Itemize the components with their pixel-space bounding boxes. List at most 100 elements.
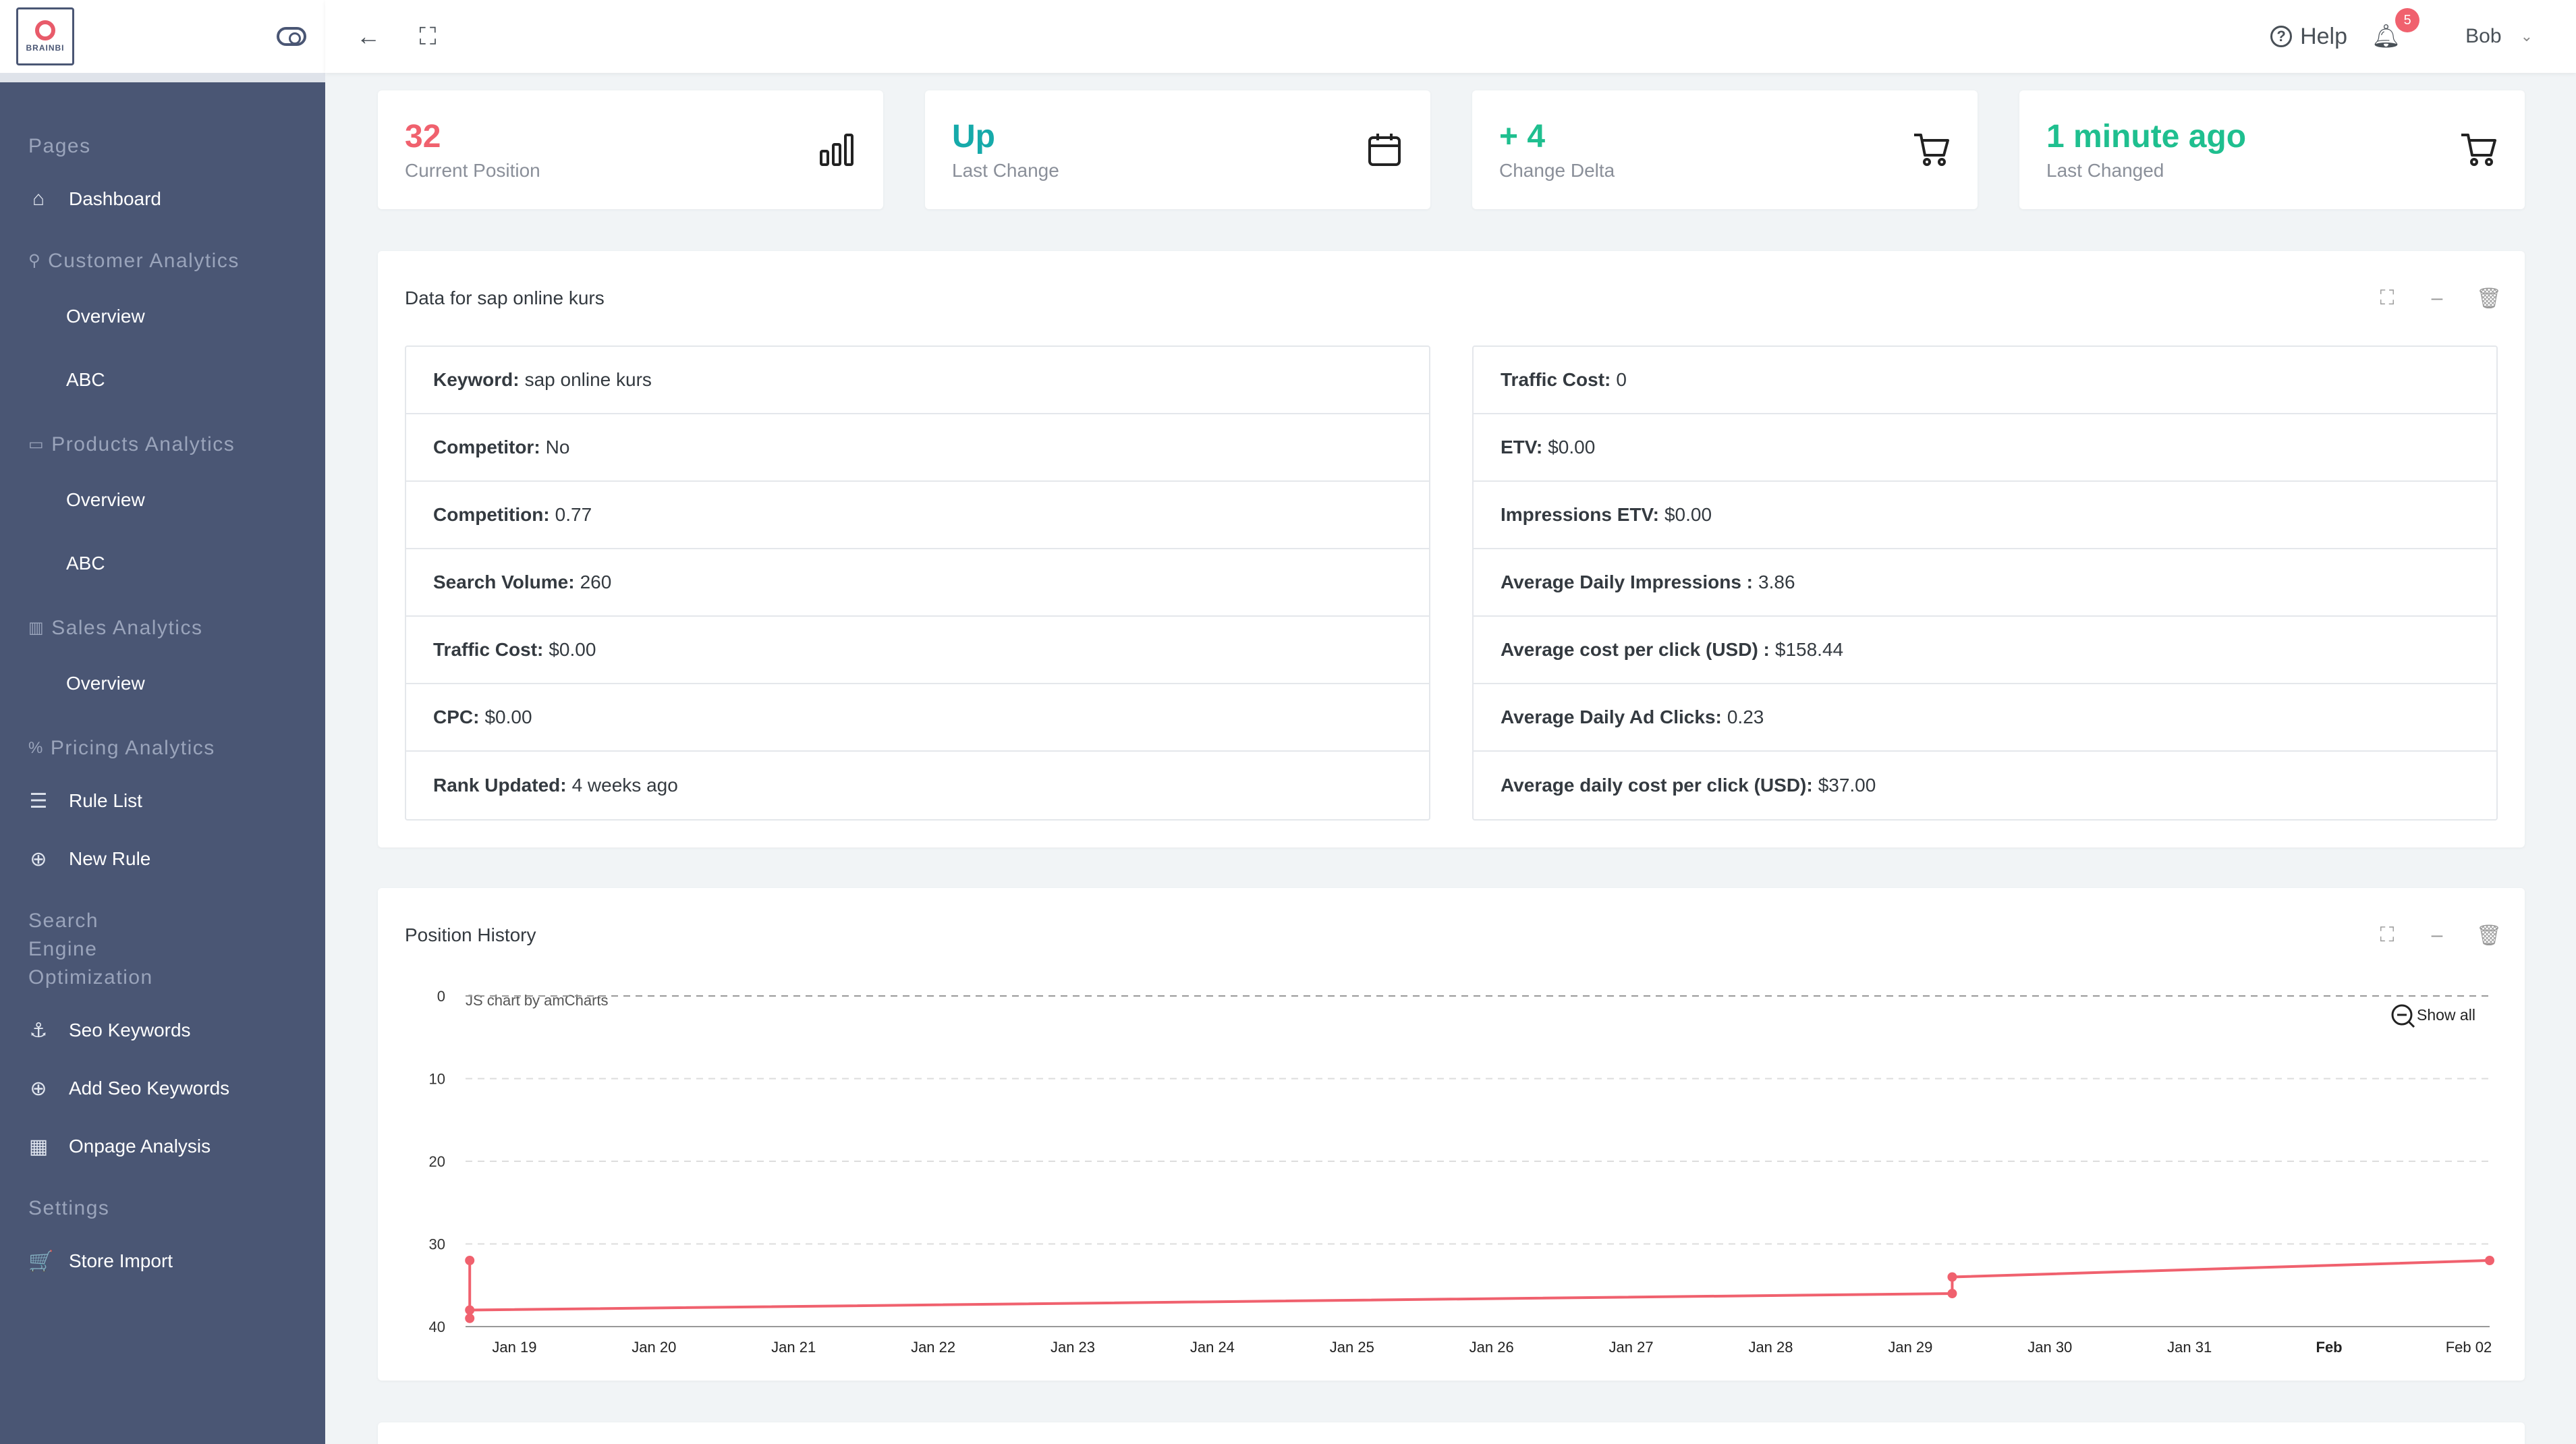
cart-icon bbox=[1914, 134, 1949, 166]
panel-tools: ⛶ – 🗑︎ bbox=[2376, 286, 2502, 310]
sidebar-toggle-icon[interactable] bbox=[277, 27, 306, 46]
list-icon: ☰ bbox=[29, 789, 48, 812]
notifications-button[interactable]: 🔔︎ 5 bbox=[2372, 8, 2420, 50]
chart-grid bbox=[466, 995, 2490, 1327]
expand-icon[interactable]: ⛶ bbox=[2380, 286, 2395, 309]
nav-heading-label: Products Analytics bbox=[51, 433, 235, 455]
series-line bbox=[468, 1259, 2490, 1318]
stat-text: 1 minute ago Last Changed bbox=[2046, 118, 2246, 182]
sidebar-item-dashboard[interactable]: ⌂ Dashboard bbox=[0, 170, 325, 228]
brand-logo[interactable]: BRAINBI bbox=[16, 7, 74, 65]
y-tick-label: 20 bbox=[429, 1153, 445, 1170]
sidebar-item-rule-list[interactable]: ☰ Rule List bbox=[0, 772, 325, 830]
row-value: 0.23 bbox=[1727, 706, 1764, 727]
x-tick-label: Jan 23 bbox=[1051, 1339, 1095, 1356]
plus-circle-icon: ⊕ bbox=[30, 848, 47, 870]
zoom-out-icon-handle bbox=[2407, 1020, 2415, 1028]
data-point bbox=[465, 1305, 475, 1315]
user-menu[interactable]: Bob ⌄ bbox=[2465, 25, 2533, 48]
chevron-down-icon: ⌄ bbox=[2520, 28, 2533, 45]
panel-title: Data for sap online kurs bbox=[405, 287, 605, 308]
sidebar-subitem-abc[interactable]: ABC bbox=[66, 553, 105, 574]
help-icon: ? bbox=[2270, 26, 2293, 47]
chart-credit[interactable]: JS chart by amCharts bbox=[466, 992, 609, 1009]
y-tick-label: 40 bbox=[429, 1318, 445, 1335]
stat-label: Change Delta bbox=[1499, 160, 1615, 181]
x-tick-label: Jan 24 bbox=[1190, 1339, 1235, 1356]
stat-card: + 4 Change Delta bbox=[1472, 90, 1978, 209]
x-tick-label: Feb 02 bbox=[2446, 1339, 2492, 1356]
nav-heading-label: Settings bbox=[28, 1197, 110, 1219]
stat-value: 32 bbox=[405, 119, 441, 155]
stat-text: Up Last Change bbox=[952, 118, 1059, 182]
x-tick-label: Jan 19 bbox=[492, 1339, 536, 1356]
panel-header: Position History ⛶ – 🗑︎ bbox=[378, 888, 2525, 982]
row-value: $0.00 bbox=[484, 706, 532, 727]
table-row: Traffic Cost: 0 bbox=[1474, 347, 2496, 414]
sidebar-item-label: Rule List bbox=[69, 790, 142, 811]
cart-icon: 🛒 bbox=[28, 1250, 54, 1273]
data-point bbox=[1947, 1289, 1957, 1298]
row-value: sap online kurs bbox=[524, 369, 652, 390]
position-history-chart[interactable]: JS chart by amCharts Show all 010203040 … bbox=[378, 982, 2525, 1360]
table-row: Competition: 0.77 bbox=[406, 482, 1429, 549]
table-row: Search Volume: 260 bbox=[406, 549, 1429, 617]
nav-heading-label: Pages bbox=[28, 135, 91, 157]
sidebar-item-add-seo-keywords[interactable]: ⊕ Add Seo Keywords bbox=[0, 1059, 325, 1117]
stat-text: 32 Current Position bbox=[405, 118, 540, 182]
x-tick-label: Jan 28 bbox=[1748, 1339, 1793, 1356]
user-name: Bob bbox=[2465, 25, 2502, 47]
row-key: CPC: bbox=[433, 706, 480, 727]
table-row: Impressions ETV: $0.00 bbox=[1474, 482, 2496, 549]
minimize-icon[interactable]: – bbox=[2431, 923, 2443, 946]
sidebar-item-label: Dashboard bbox=[69, 188, 161, 209]
sidebar-item-new-rule[interactable]: ⊕ New Rule bbox=[0, 830, 325, 888]
bar-chart-icon: ▥ bbox=[28, 619, 45, 637]
nav-heading-label: Search Engine Optimization bbox=[28, 910, 153, 989]
logo-mark-icon bbox=[35, 20, 55, 40]
row-key: Competition: bbox=[433, 504, 550, 525]
fullscreen-icon[interactable]: ⛶ bbox=[419, 22, 437, 50]
sidebar-item-label: Store Import bbox=[69, 1250, 173, 1271]
table-row: Keyword: sap online kurs bbox=[406, 347, 1429, 414]
data-point bbox=[1947, 1272, 1957, 1282]
x-tick-label: Jan 26 bbox=[1469, 1339, 1514, 1356]
sidebar-subitem-abc[interactable]: ABC bbox=[66, 369, 105, 390]
row-value: $0.00 bbox=[1664, 504, 1712, 525]
show-all-button[interactable]: Show all bbox=[2391, 1004, 2475, 1028]
sidebar-subitem-overview[interactable]: Overview bbox=[66, 673, 145, 694]
stat-label: Last Changed bbox=[2046, 160, 2164, 181]
sidebar-item-label: Seo Keywords bbox=[69, 1020, 191, 1040]
anchor-icon: ⚓ bbox=[29, 1019, 48, 1042]
help-label: Help bbox=[2300, 23, 2347, 49]
row-key: ETV: bbox=[1501, 437, 1543, 457]
trash-icon[interactable]: 🗑︎ bbox=[2476, 287, 2502, 310]
row-key: Competitor: bbox=[433, 437, 540, 457]
row-key: Traffic Cost: bbox=[1501, 369, 1611, 390]
notification-badge: 5 bbox=[2395, 8, 2420, 32]
minimize-icon[interactable]: – bbox=[2431, 286, 2443, 309]
help-button[interactable]: ? Help bbox=[2270, 24, 2347, 50]
table-row: Average Daily Impressions :3.86 bbox=[1474, 549, 2496, 617]
stat-card: 32 Current Position bbox=[378, 90, 883, 209]
table-row: Average daily cost per click (USD): $37.0… bbox=[1474, 752, 2496, 819]
row-key: Average Daily Ad Clicks: bbox=[1501, 706, 1722, 727]
table-row: Average Daily Ad Clicks: 0.23 bbox=[1474, 684, 2496, 752]
x-tick-label: Jan 30 bbox=[2027, 1339, 2072, 1356]
calendar-icon bbox=[1368, 134, 1401, 166]
back-arrow-icon[interactable]: ← bbox=[356, 22, 381, 50]
topbar-right: ? Help 🔔︎ 5 Bob ⌄ bbox=[2270, 8, 2576, 50]
nav-heading-label: Pricing Analytics bbox=[50, 737, 215, 759]
logo-text: BRAINBI bbox=[26, 43, 65, 53]
sidebar-subitem-overview[interactable]: Overview bbox=[66, 306, 145, 327]
trash-icon[interactable]: 🗑︎ bbox=[2476, 924, 2502, 947]
y-tick-label: 10 bbox=[429, 1071, 445, 1088]
row-key: Traffic Cost: bbox=[433, 639, 544, 660]
sidebar-item-seo-keywords[interactable]: ⚓ Seo Keywords bbox=[0, 1001, 325, 1059]
bar-chart-icon bbox=[820, 134, 853, 166]
expand-icon[interactable]: ⛶ bbox=[2380, 923, 2395, 946]
sidebar-item-onpage-analysis[interactable]: ▦ Onpage Analysis bbox=[0, 1117, 325, 1175]
sidebar-item-store-import[interactable]: 🛒 Store Import bbox=[0, 1232, 325, 1290]
sidebar-subitem-overview[interactable]: Overview bbox=[66, 489, 145, 510]
next-panel bbox=[378, 1422, 2525, 1444]
